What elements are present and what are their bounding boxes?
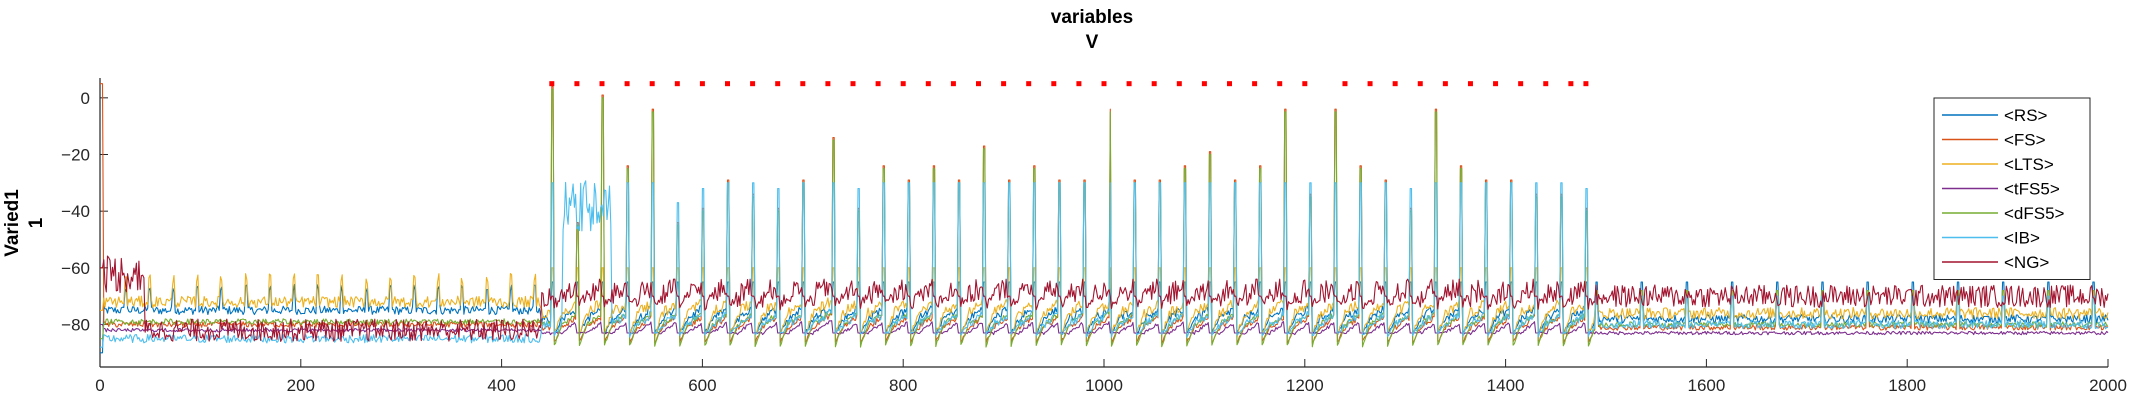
event-marker [1568, 81, 1574, 87]
event-marker [1076, 81, 1082, 87]
event-marker [649, 81, 655, 87]
y-tick-label: −20 [61, 146, 90, 165]
event-marker [1518, 81, 1524, 87]
event-marker [875, 81, 881, 87]
event-marker [1101, 81, 1107, 87]
event-marker [1583, 81, 1589, 87]
event-marker [1392, 81, 1398, 87]
event-marker [1367, 81, 1373, 87]
legend-label: <IB> [2004, 229, 2040, 248]
event-marker [1051, 81, 1057, 87]
y-tick-label: −80 [61, 316, 90, 335]
event-marker [1467, 81, 1473, 87]
y-axis-label-line-2: 1 [26, 217, 47, 228]
series-line-fs [100, 83, 2109, 344]
event-marker [574, 81, 580, 87]
event-marker [1493, 81, 1499, 87]
plot-area [100, 78, 2108, 367]
legend-label: <RS> [2004, 106, 2048, 125]
y-tick-label: −60 [61, 259, 90, 278]
chart-subtitle: V [1086, 32, 1099, 53]
legend-label: <NG> [2004, 253, 2049, 272]
series-line-ib [100, 180, 2108, 348]
event-marker [750, 81, 756, 87]
event-marker [674, 81, 680, 87]
event-marker [1252, 81, 1258, 87]
event-marker [1417, 81, 1423, 87]
x-tick-label: 1800 [1888, 376, 1926, 395]
event-marker [950, 81, 956, 87]
event-marker [925, 81, 931, 87]
event-marker [800, 81, 806, 87]
event-marker [1342, 81, 1348, 87]
event-marker [900, 81, 906, 87]
legend-label: <LTS> [2004, 155, 2054, 174]
legend-label: <FS> [2004, 131, 2046, 150]
event-marker [1176, 81, 1182, 87]
x-tick-label: 1600 [1687, 376, 1725, 395]
x-tick-label: 2000 [2089, 376, 2127, 395]
y-tick-label: −40 [61, 202, 90, 221]
event-marker [1442, 81, 1448, 87]
x-tick-label: 0 [95, 376, 104, 395]
event-marker [976, 81, 981, 87]
series-line-lts [100, 267, 2109, 338]
event-marker [699, 81, 705, 87]
y-tick-label: 0 [81, 89, 90, 108]
x-tick-label: 200 [287, 376, 315, 395]
y-axis-label: Varied1 [2, 189, 23, 257]
series-line-ng [100, 255, 2109, 342]
legend-label: <tFS5> [2004, 180, 2060, 199]
event-marker [624, 81, 630, 87]
x-tick-label: 1000 [1085, 376, 1123, 395]
chart-title: variables [1051, 7, 1133, 28]
x-tick-label: 600 [688, 376, 716, 395]
event-marker [1151, 81, 1157, 87]
x-tick-label: 1400 [1487, 376, 1525, 395]
event-marker [1543, 81, 1549, 87]
event-marker [599, 81, 605, 87]
event-marker [1001, 81, 1007, 87]
event-marker [1201, 81, 1207, 87]
series-line-rs [100, 281, 2109, 354]
event-marker [549, 81, 555, 87]
event-marker [775, 81, 781, 87]
event-marker [1302, 81, 1308, 87]
event-marker [850, 81, 856, 87]
x-tick-label: 1200 [1286, 376, 1324, 395]
legend-label: <dFS5> [2004, 204, 2065, 223]
event-marker [825, 81, 831, 87]
x-tick-label: 400 [487, 376, 515, 395]
event-marker [1227, 81, 1232, 87]
event-marker [1126, 81, 1132, 87]
event-marker [1277, 81, 1283, 87]
event-marker [725, 81, 730, 87]
x-tick-label: 800 [889, 376, 917, 395]
event-marker [1026, 81, 1032, 87]
